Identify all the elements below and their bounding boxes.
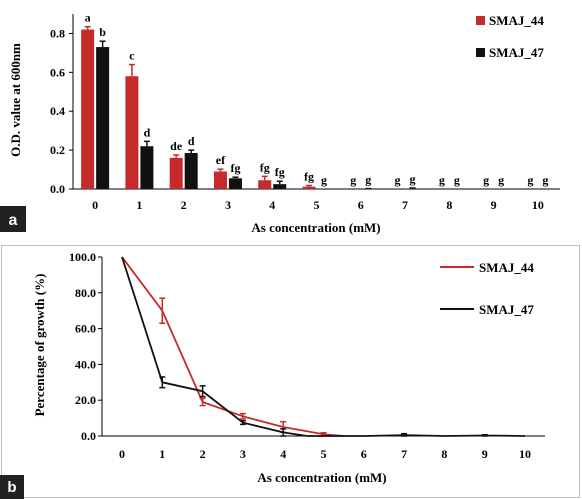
panel-a-significance-letter: de	[170, 139, 183, 153]
panel-a-significance-letter: g	[498, 173, 504, 187]
panel-b-x-tick-label: 10	[519, 447, 531, 461]
panel-a-legend-swatch	[476, 16, 485, 25]
panel-b-legend-label: SMAJ_47	[479, 302, 534, 317]
panel-a-bar	[228, 178, 242, 189]
panel-a-bar	[140, 146, 154, 189]
panel-a-bar	[125, 76, 139, 189]
panel-b-x-tick-label: 8	[441, 447, 447, 461]
panel-b-x-tick-label: 4	[280, 447, 286, 461]
panel-a-x-ticks: 0 1 2 3 4 5 6 7 8 9 10	[92, 198, 544, 212]
panel-a-x-tick-label: 9	[491, 198, 497, 212]
panel-a-bar	[273, 184, 287, 189]
panel-a-significance-letter: g	[395, 173, 401, 187]
panel-b-x-tick-label: 2	[200, 447, 206, 461]
panel-a-legend: SMAJ_44 SMAJ_47	[476, 13, 544, 60]
panel-a-bar	[213, 171, 227, 189]
panel-b-y-tick-label: 80.0	[75, 286, 96, 300]
panel-a-significance-letter: g	[527, 173, 533, 187]
panel-b-series	[121, 256, 526, 437]
panel-a-significance-letter: g	[454, 173, 460, 187]
panel-a-legend-swatch	[476, 48, 485, 57]
panel-a-x-tick-label: 1	[136, 198, 142, 212]
panel-b-x-tick-label: 7	[401, 447, 407, 461]
panel-b-label-box	[0, 475, 24, 499]
panel-a-y-ticks: 0.0 0.2 0.4 0.6 0.8	[50, 26, 73, 196]
panel-b-chart: 0.0 20.0 40.0 60.0 80.0 100.0 0 1 2 3 4 5 6 7 8 9 10 As…	[0, 250, 545, 499]
panel-b-y-tick-label: 100.0	[69, 250, 96, 264]
panel-a-legend-label: SMAJ_44	[489, 13, 544, 28]
panel-a-significance-letter: g	[542, 173, 548, 187]
panel-b-x-tick-label: 5	[321, 447, 327, 461]
panel-a-x-tick-label: 6	[358, 198, 364, 212]
panel-b-y-tick-label: 0.0	[81, 429, 96, 443]
panel-a-significance-letter: g	[410, 172, 416, 186]
panel-b-x-tick-label: 6	[361, 447, 367, 461]
panel-a-significance-letter: d	[144, 125, 151, 139]
panel-a-significance-letter: a	[85, 11, 91, 25]
panel-a-label: a	[9, 212, 18, 229]
panel-a-x-tick-label: 5	[314, 198, 320, 212]
panel-b-x-tick-label: 3	[240, 447, 246, 461]
panel-a-x-tick-label: 8	[446, 198, 452, 212]
panel-b-x-tick-label: 0	[119, 447, 125, 461]
panel-b-y-tick-label: 60.0	[75, 322, 96, 336]
panel-a-significance-letter: fg	[260, 160, 270, 174]
panel-a-significance-letter: c	[129, 49, 135, 63]
panel-b-frame	[1, 245, 580, 498]
panel-a-bar	[302, 186, 316, 189]
panel-a-x-tick-label: 2	[181, 198, 187, 212]
panel-a-significance-letter: ef	[216, 153, 226, 167]
panel-a-y-tick-label: 0.6	[50, 65, 65, 79]
panel-b-y-ticks: 0.0 20.0 40.0 60.0 80.0 100.0	[69, 250, 102, 443]
panel-a-bar	[169, 157, 183, 189]
panel-b-series-line	[121, 256, 344, 437]
panel-a-y-axis-label: O.D. value at 600nm	[8, 43, 23, 157]
panel-a-x-tick-label: 4	[269, 198, 275, 212]
panel-a-significance-letter: g	[483, 173, 489, 187]
panel-a-x-tick-label: 0	[92, 198, 98, 212]
panel-b-x-tick-label: 1	[159, 447, 165, 461]
panel-b-x-axis-label: As concentration (mM)	[257, 470, 386, 485]
panel-a-x-tick-label: 7	[402, 198, 408, 212]
panel-a-significance-letter: g	[439, 173, 445, 187]
panel-b-series-line	[121, 256, 526, 437]
panel-b-label: b	[7, 479, 16, 496]
panel-b-x-ticks: 0 1 2 3 4 5 6 7 8 9 10	[119, 447, 531, 461]
panel-a-significance-letter: fg	[304, 170, 314, 184]
panel-a-significance-letter: g	[350, 173, 356, 187]
panel-a-y-tick-label: 0.8	[50, 26, 65, 40]
panel-a-significance-letter: g	[321, 173, 327, 187]
panel-a-y-tick-label: 0.4	[50, 104, 65, 118]
panel-a-bar	[184, 153, 198, 189]
panel-b-y-tick-label: 40.0	[75, 357, 96, 371]
panel-a-x-tick-label: 10	[532, 198, 544, 212]
panel-a-x-tick-label: 3	[225, 198, 231, 212]
panel-a-legend-label: SMAJ_47	[489, 45, 544, 60]
panel-b-y-axis-label: Percentage of growth (%)	[32, 274, 47, 417]
panel-a-significance-letter: g	[365, 173, 371, 187]
panel-a-bar	[96, 47, 110, 189]
panel-a-bar	[81, 29, 95, 189]
panel-a-y-tick-label: 0.0	[50, 182, 65, 196]
panel-a-bar	[258, 180, 272, 189]
panel-a-x-axis-label: As concentration (mM)	[251, 220, 380, 235]
panel-a-significance-letter: b	[99, 25, 106, 39]
panel-b-legend: SMAJ_44 SMAJ_47	[440, 260, 534, 317]
panel-a-label-box	[0, 206, 26, 232]
panel-a-significance-letter: fg	[230, 161, 240, 175]
panel-a-significance-letter: fg	[275, 165, 285, 179]
panel-a-y-tick-label: 0.2	[50, 143, 65, 157]
panel-b-x-tick-label: 9	[482, 447, 488, 461]
panel-a-significance-letter: d	[188, 134, 195, 148]
panel-b-y-tick-label: 20.0	[75, 393, 96, 407]
panel-b-legend-label: SMAJ_44	[479, 260, 534, 275]
